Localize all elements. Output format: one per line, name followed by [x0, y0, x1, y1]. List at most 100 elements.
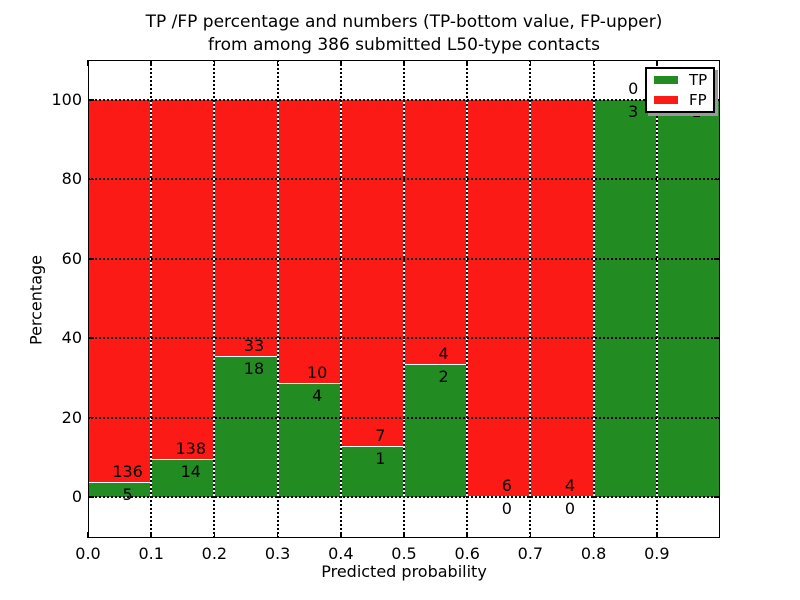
- v-gridline: [655, 60, 658, 538]
- bar-fp-count-label: 6: [501, 476, 512, 495]
- v-gridline: [276, 60, 279, 538]
- x-tick-label: 0.7: [517, 544, 544, 563]
- bar-fp-count-label: 4: [438, 343, 449, 363]
- legend-swatch-fp-icon: [654, 95, 678, 104]
- x-tick-label: 0.9: [644, 544, 670, 563]
- v-gridline: [466, 60, 469, 538]
- legend-swatch-tp-icon: [654, 76, 678, 85]
- chart-title: TP /FP percentage and numbers (TP-bottom…: [88, 11, 720, 57]
- x-tick-mark-top: [529, 60, 532, 66]
- bar-tp-count-label: 2: [438, 366, 449, 386]
- y-tick-mark-right: [714, 496, 720, 498]
- bar-fp-segment: [277, 100, 341, 384]
- bar-fp-count-label: 138: [175, 439, 207, 459]
- x-tick-mark-top: [150, 60, 152, 66]
- bar-tp-count-label: 14: [180, 462, 201, 482]
- y-tick-label: 100: [51, 90, 82, 109]
- bar-tp-count-label: 0: [501, 499, 512, 518]
- y-tick-mark-right: [714, 416, 720, 419]
- v-gridline: [592, 60, 595, 538]
- plot-area: 1365138143318104714260400301: [87, 60, 720, 538]
- y-tick-mark-left: [88, 258, 94, 260]
- bar-fp-segment: [151, 100, 215, 461]
- y-tick-mark-right: [714, 337, 720, 339]
- x-tick-mark-top: [466, 60, 468, 66]
- bar-fp-segment: [214, 100, 278, 357]
- v-gridline: [529, 60, 532, 538]
- v-gridline: [403, 60, 405, 538]
- x-tick-mark-top: [656, 60, 658, 66]
- legend-entry: FP: [647, 92, 713, 108]
- x-tick-mark-bottom: [529, 532, 532, 538]
- y-tick-mark-left: [88, 99, 94, 101]
- legend-label: FP: [689, 90, 707, 109]
- bar-fp-segment: [404, 100, 468, 365]
- x-tick-mark-bottom: [403, 532, 405, 538]
- v-gridline: [339, 60, 342, 538]
- legend: TP FP: [645, 67, 715, 113]
- v-gridline: [150, 60, 153, 538]
- y-tick-label: 0: [71, 487, 82, 506]
- y-tick-mark-right: [714, 178, 720, 181]
- y-tick-mark-left: [88, 496, 94, 498]
- x-tick-label: 0.1: [138, 544, 164, 563]
- bar-tp-segment: [151, 460, 215, 497]
- x-tick-mark-bottom: [150, 532, 152, 538]
- bar-tp-count-label: 4: [312, 385, 323, 405]
- bar-tp-count-label: 3: [628, 102, 639, 121]
- x-tick-mark-bottom: [276, 532, 279, 538]
- x-tick-label: 0.4: [328, 544, 354, 563]
- chart-title-line1: TP /FP percentage and numbers (TP-bottom…: [145, 12, 663, 32]
- x-tick-label: 0.6: [454, 544, 480, 563]
- x-tick-mark-bottom: [656, 532, 658, 538]
- x-tick-label: 0.2: [201, 544, 228, 563]
- x-tick-label: 0.0: [75, 544, 101, 563]
- y-tick-label: 80: [61, 169, 82, 189]
- y-tick-label: 60: [61, 248, 82, 268]
- x-tick-mark-bottom: [213, 532, 216, 538]
- x-tick-mark-bottom: [466, 532, 468, 538]
- legend-entry: TP: [647, 72, 713, 88]
- x-axis-label: Predicted probability: [321, 562, 487, 581]
- bar-tp-count-label: 18: [243, 358, 265, 378]
- x-tick-mark-top: [592, 60, 595, 66]
- bar-fp-segment: [340, 100, 404, 448]
- x-tick-mark-top: [340, 60, 342, 66]
- bar-fp-count-label: 7: [375, 426, 386, 446]
- x-tick-label: 0.3: [264, 544, 291, 563]
- bar-tp-segment: [593, 100, 657, 497]
- bar-tp-count-label: 0: [564, 499, 576, 518]
- bar-fp-segment: [88, 100, 152, 483]
- bar-fp-segment: [530, 100, 594, 497]
- bar-fp-count-label: 136: [112, 461, 143, 481]
- x-tick-mark-top: [276, 60, 279, 66]
- y-tick-mark-left: [88, 178, 94, 181]
- bar-fp-count-label: 0: [628, 79, 639, 98]
- bar-fp-count-label: 10: [307, 362, 328, 382]
- chart-title-line2: from among 386 submitted L50-type contac…: [208, 35, 600, 55]
- bar-fp-count-label: 33: [243, 335, 265, 355]
- x-tick-label: 0.8: [580, 544, 607, 563]
- x-tick-label: 0.5: [391, 544, 417, 563]
- y-tick-mark-right: [714, 99, 720, 101]
- bar-tp-segment: [656, 100, 720, 497]
- bar-tp-segment: [214, 356, 278, 497]
- v-gridline: [213, 60, 216, 538]
- legend-label: TP: [689, 71, 708, 90]
- y-axis-label: Percentage: [26, 254, 46, 346]
- y-tick-label: 40: [61, 328, 82, 348]
- bar-tp-count-label: 5: [122, 484, 133, 504]
- x-tick-mark-top: [213, 60, 216, 66]
- x-tick-mark-bottom: [340, 532, 342, 538]
- y-tick-mark-left: [88, 337, 94, 339]
- bar-fp-count-label: 4: [564, 476, 576, 495]
- bar-tp-count-label: 1: [375, 449, 386, 469]
- y-tick-label: 20: [61, 407, 82, 427]
- bar-fp-segment: [467, 100, 531, 497]
- x-tick-mark-bottom: [87, 532, 89, 538]
- y-tick-mark-left: [88, 416, 94, 419]
- y-tick-mark-right: [714, 258, 720, 260]
- x-tick-mark-top: [403, 60, 405, 66]
- x-tick-mark-bottom: [592, 532, 595, 538]
